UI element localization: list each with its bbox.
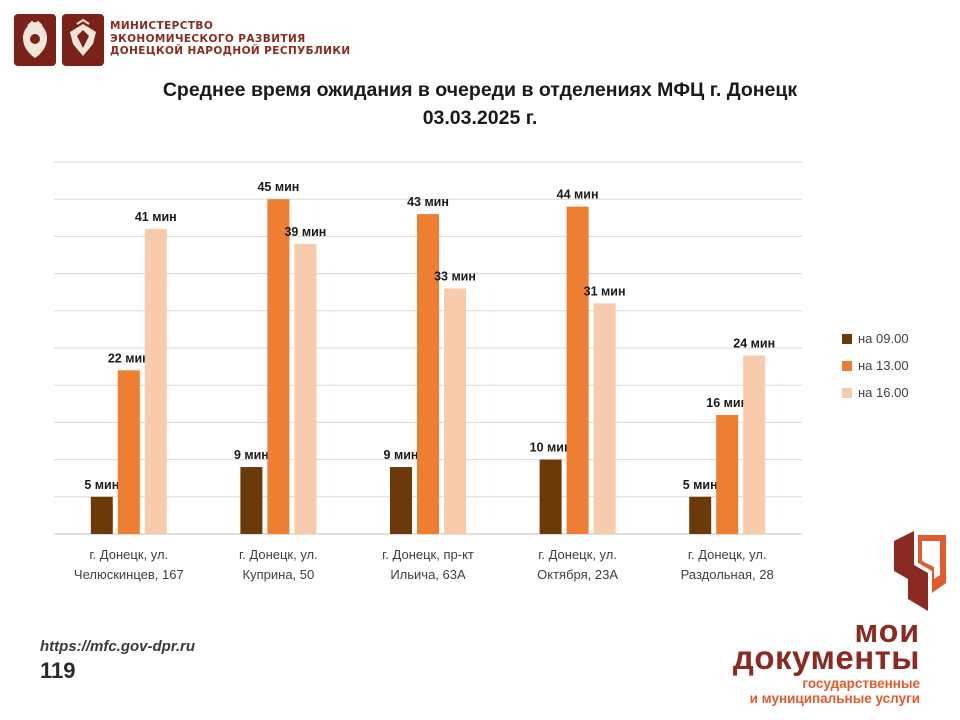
page-number: 119 <box>40 658 76 683</box>
bar <box>417 214 439 534</box>
category-label: г. Донецк, ул. <box>538 547 617 562</box>
moi-dokumenty-logo-icon <box>892 531 948 611</box>
bar <box>743 355 766 534</box>
bar <box>90 496 113 534</box>
ministry-line: ДОНЕЦКОЙ НАРОДНОЙ РЕСПУБЛИКИ <box>110 45 351 57</box>
data-label: 9 мин <box>384 448 419 462</box>
data-label: 45 мин <box>257 180 299 194</box>
data-label: 16 мин <box>706 396 748 410</box>
bar <box>267 199 290 534</box>
ministry-line: МИНИСТЕРСТВО <box>110 20 214 32</box>
category-label: Октября, 23А <box>537 567 618 582</box>
category-label: Раздольная, 28 <box>681 567 774 582</box>
legend-swatch <box>842 361 852 371</box>
legend-swatch <box>842 334 852 344</box>
category-label: Куприна, 50 <box>243 567 315 582</box>
data-label: 9 мин <box>234 448 269 462</box>
data-label: 5 мин <box>84 478 119 492</box>
data-label: 44 мин <box>557 188 599 202</box>
ministry-line: ЭКОНОМИЧЕСКОГО РАЗВИТИЯ <box>110 32 306 45</box>
brand-tagline-line-2: и муниципальные услуги <box>749 691 920 706</box>
brand-tagline-line-1: государственные <box>802 676 920 691</box>
category-label: г. Донецк, ул. <box>688 547 767 562</box>
bar <box>566 206 589 534</box>
data-label: 43 мин <box>407 195 449 209</box>
data-label: 41 мин <box>135 210 177 224</box>
category-label: Челюскинцев, 167 <box>74 567 184 582</box>
category-label: г. Донецк, пр-кт <box>382 547 474 562</box>
brand-line-2: документы <box>732 639 920 676</box>
brand-line-1: мои <box>854 613 920 649</box>
legend-label: на 13.00 <box>858 358 909 373</box>
bar <box>117 370 140 534</box>
bar <box>144 228 167 534</box>
category-label: г. Донецк, ул. <box>239 547 318 562</box>
legend-label: на 09.00 <box>858 331 909 346</box>
russia-coat-of-arms-icon <box>14 14 56 66</box>
category-label: Ильича, 63А <box>390 567 466 582</box>
data-label: 39 мин <box>284 225 326 239</box>
bar <box>390 467 412 534</box>
category-label: г. Донецк, ул. <box>89 547 168 562</box>
ministry-name: МИНИСТЕРСТВО ЭКОНОМИЧЕСКОГО РАЗВИТИЯ ДОН… <box>110 20 370 58</box>
data-label: 31 мин <box>584 284 626 298</box>
bar-chart: 5 мин 22 мин 41 мин г. Донецк, ул. Челюскинц… <box>54 161 909 582</box>
legend-label: на 16.00 <box>858 385 909 400</box>
chart-title: Среднее время ожидания в очереди в отдел… <box>0 76 960 132</box>
data-label: 10 мин <box>530 441 572 455</box>
bar <box>716 414 739 534</box>
data-label: 33 мин <box>434 269 476 283</box>
bar <box>444 288 466 534</box>
data-label: 5 мин <box>683 478 718 492</box>
title-line-2: 03.03.2025 г. <box>422 107 538 129</box>
data-label: 22 мин <box>108 351 150 365</box>
brand-tagline: государственные и муниципальные услуги <box>750 676 920 706</box>
data-label: 24 мин <box>733 336 775 350</box>
bar <box>294 243 317 534</box>
bar <box>593 303 616 534</box>
legend-swatch <box>842 388 852 398</box>
bar <box>240 467 263 534</box>
title-line-1: Среднее время ожидания в очереди в отдел… <box>162 79 798 101</box>
bar <box>689 496 712 534</box>
bar <box>539 459 562 534</box>
dpr-coat-of-arms-icon <box>62 14 104 66</box>
website-url[interactable]: https://mfc.gov-dpr.ru <box>40 638 195 655</box>
